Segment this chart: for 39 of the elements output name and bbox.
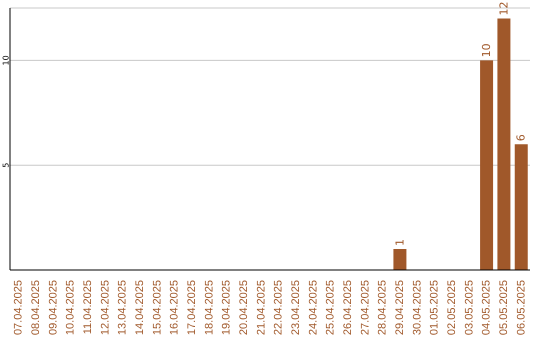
data-label: 12	[497, 1, 510, 16]
x-tick-label: 05.05.2025	[498, 280, 510, 336]
bar	[514, 144, 528, 270]
x-tick-label: 28.04.2025	[376, 280, 389, 336]
x-tick-label: 15.04.2025	[151, 280, 164, 336]
x-tick-label: 24.04.2025	[307, 280, 320, 336]
x-tick-label: 16.04.2025	[168, 280, 181, 336]
x-tick-label: 11.04.2025	[82, 280, 94, 334]
x-tick-label: 27.04.2025	[359, 280, 372, 336]
x-tick-label: 06.05.2025	[515, 280, 528, 336]
y-tick-label: 5	[2, 162, 10, 168]
bar	[480, 60, 494, 270]
x-tick-label: 30.04.2025	[411, 280, 424, 336]
data-label: 10	[480, 43, 494, 58]
x-tick-label: 17.04.2025	[186, 280, 198, 336]
x-tick-label: 01.05.2025	[428, 280, 441, 336]
x-tick-label: 12.04.2025	[99, 280, 112, 336]
x-tick-label: 22.04.2025	[272, 280, 285, 336]
x-tick-label: 07.04.2025	[12, 280, 25, 336]
x-tick-label: 19.04.2025	[220, 280, 233, 336]
x-tick-label: 25.04.2025	[324, 280, 337, 336]
data-label: 1	[393, 239, 406, 246]
x-tick-label: 08.04.2025	[30, 280, 42, 336]
x-tick-label: 29.04.2025	[394, 280, 406, 336]
x-tick-label: 20.04.2025	[238, 280, 250, 336]
x-tick-label: 04.05.2025	[480, 280, 493, 336]
x-tick-label: 13.04.2025	[116, 280, 129, 336]
x-tick-label: 02.05.2025	[446, 280, 458, 336]
bar	[393, 249, 406, 270]
bar	[497, 18, 510, 270]
x-tick-label: 21.04.2025	[255, 280, 268, 336]
x-tick-label: 23.04.2025	[290, 280, 302, 336]
x-tick-label: 18.04.2025	[203, 280, 216, 336]
x-tick-label: 03.05.2025	[463, 280, 476, 336]
x-tick-label: 26.04.2025	[342, 280, 354, 336]
x-tick-label: 14.04.2025	[134, 280, 146, 336]
data-label: 6	[514, 134, 528, 142]
x-tick-label: 09.04.2025	[47, 280, 60, 336]
x-tick-label: 10.04.2025	[64, 280, 77, 336]
